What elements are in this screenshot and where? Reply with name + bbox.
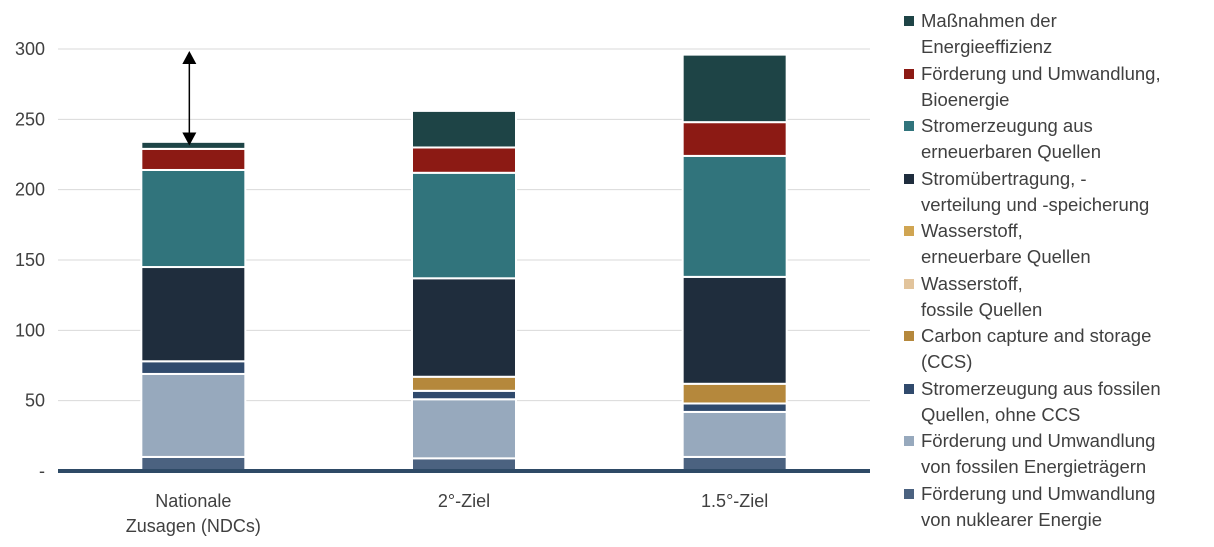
legend-item: Förderung und Umwandlung von nuklearer E… (904, 481, 1214, 534)
bar-segment (412, 111, 516, 148)
legend-swatch (904, 331, 914, 341)
legend-swatch (904, 226, 914, 236)
legend-swatch (904, 121, 914, 131)
bar-segment (141, 374, 245, 457)
y-axis-ticks: - 50 100 150 200 250 300 (15, 39, 45, 481)
bar-segment (683, 156, 787, 277)
bar-stacks (58, 55, 870, 471)
legend-item: Stromerzeugung aus fossilen Quellen, ohn… (904, 376, 1214, 429)
x-category-label: Nationale Zusagen (NDCs) (126, 491, 261, 536)
legend-item: Förderung und Umwandlung von fossilen En… (904, 428, 1214, 481)
legend-label: Förderung und Umwandlung von nuklearer E… (921, 481, 1155, 533)
bar-segment (683, 457, 787, 471)
bar-segment (141, 170, 245, 267)
y-tick-label: 150 (15, 250, 45, 270)
legend-item: Förderung und Umwandlung, Bioenergie (904, 61, 1214, 114)
bar-segment (683, 277, 787, 384)
legend-swatch (904, 69, 914, 79)
legend-label: Förderung und Umwandlung, Bioenergie (921, 61, 1161, 113)
legend-item: Stromerzeugung aus erneuerbaren Quellen (904, 113, 1214, 166)
legend-swatch (904, 436, 914, 446)
legend-item: Carbon capture and storage (CCS) (904, 323, 1214, 376)
bar-segment (141, 361, 245, 374)
bar-segment (683, 403, 787, 411)
legend-label: Stromübertragung, - verteilung und -spei… (921, 166, 1149, 218)
bar-segment (141, 267, 245, 361)
legend-item: Wasserstoff, fossile Quellen (904, 271, 1214, 324)
annotations (182, 51, 196, 145)
legend-item: Wasserstoff, erneuerbare Quellen (904, 218, 1214, 271)
bar-segment (683, 384, 787, 404)
bar-segment (412, 147, 516, 172)
legend-swatch (904, 489, 914, 499)
legend-swatch (904, 174, 914, 184)
legend-item: Stromübertragung, - verteilung und -spei… (904, 166, 1214, 219)
bar-segment (412, 278, 516, 376)
y-tick-label: 200 (15, 180, 45, 200)
legend-label: Carbon capture and storage (CCS) (921, 323, 1151, 375)
y-tick-label: 250 (15, 109, 45, 129)
bar-segment (141, 149, 245, 170)
bar-segment (412, 391, 516, 399)
legend-label: Wasserstoff, erneuerbare Quellen (921, 218, 1091, 270)
legend-swatch (904, 384, 914, 394)
bar-segment (412, 399, 516, 458)
legend-label: Stromerzeugung aus fossilen Quellen, ohn… (921, 376, 1161, 428)
bar-segment (412, 377, 516, 391)
y-tick-label: 100 (15, 320, 45, 340)
legend: Maßnahmen der Energieeffizienz Förderung … (904, 8, 1214, 533)
legend-label: Stromerzeugung aus erneuerbaren Quellen (921, 113, 1101, 165)
y-tick-label: 300 (15, 39, 45, 59)
x-category-label: 2°-Ziel (438, 491, 490, 511)
annotation-arrowhead (182, 51, 196, 64)
legend-label: Förderung und Umwandlung von fossilen En… (921, 428, 1155, 480)
x-axis-categories: Nationale Zusagen (NDCs) 2°-Ziel 1.5°-Ziel (126, 491, 768, 536)
bar-segment (683, 55, 787, 123)
bar-segment (683, 122, 787, 156)
legend-swatch (904, 16, 914, 26)
bar-segment (141, 457, 245, 471)
x-category-label: 1.5°-Ziel (701, 491, 768, 511)
legend-label: Maßnahmen der Energieeffizienz (921, 8, 1057, 60)
y-tick-label: 50 (25, 391, 45, 411)
bar-segment (683, 412, 787, 457)
bar-segment (141, 142, 245, 149)
legend-swatch (904, 279, 914, 289)
legend-item: Maßnahmen der Energieeffizienz (904, 8, 1214, 61)
y-tick-label: - (39, 461, 45, 481)
legend-label: Wasserstoff, fossile Quellen (921, 271, 1042, 323)
bar-segment (412, 173, 516, 279)
